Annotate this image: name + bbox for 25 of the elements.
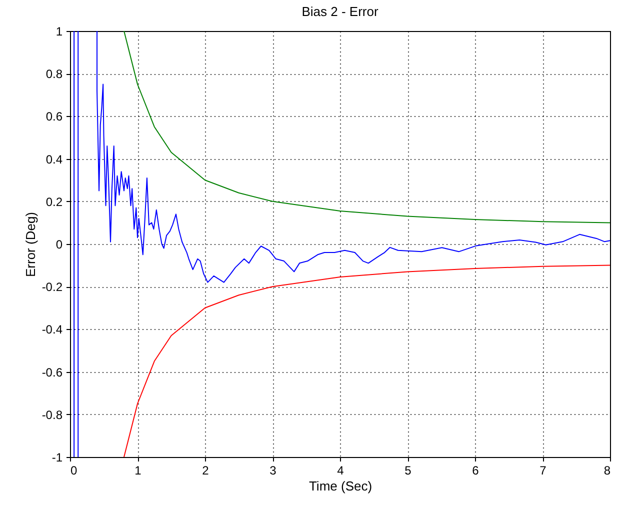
x-tick-label: 5	[404, 464, 412, 478]
x-tick-label: 6	[472, 464, 480, 478]
x-tick-label: 4	[337, 464, 344, 478]
x-tick-label: 3	[270, 464, 277, 478]
line-series	[124, 264, 610, 458]
x-tick-label: 8	[604, 464, 611, 478]
x-tick-label: 1	[134, 464, 142, 478]
x-tick-label: 7	[540, 464, 547, 478]
y-tick-label: 0.8	[46, 67, 63, 82]
line-series	[124, 30, 610, 224]
y-tick-label: -0.8	[42, 408, 63, 422]
x-axis-title: Time (Sec)	[308, 478, 372, 494]
y-tick-label: 0.4	[46, 152, 63, 166]
y-tick-label: -0.6	[42, 365, 63, 380]
y-tick-label: -0.4	[42, 322, 63, 337]
x-tick-label: 2	[202, 464, 210, 478]
y-tick-label: -1	[52, 450, 63, 464]
y-tick-label: 0.2	[46, 194, 63, 209]
y-tick-label: 0	[56, 238, 63, 252]
y-axis-title: Error (Deg)	[22, 212, 38, 278]
y-tick-label: 0.6	[46, 110, 63, 124]
y-tick-label: 1	[56, 24, 63, 38]
chart-title: Bias 2 - Error	[302, 4, 379, 19]
y-tick-label: -0.2	[42, 280, 63, 294]
x-tick-label: 0	[70, 464, 78, 478]
